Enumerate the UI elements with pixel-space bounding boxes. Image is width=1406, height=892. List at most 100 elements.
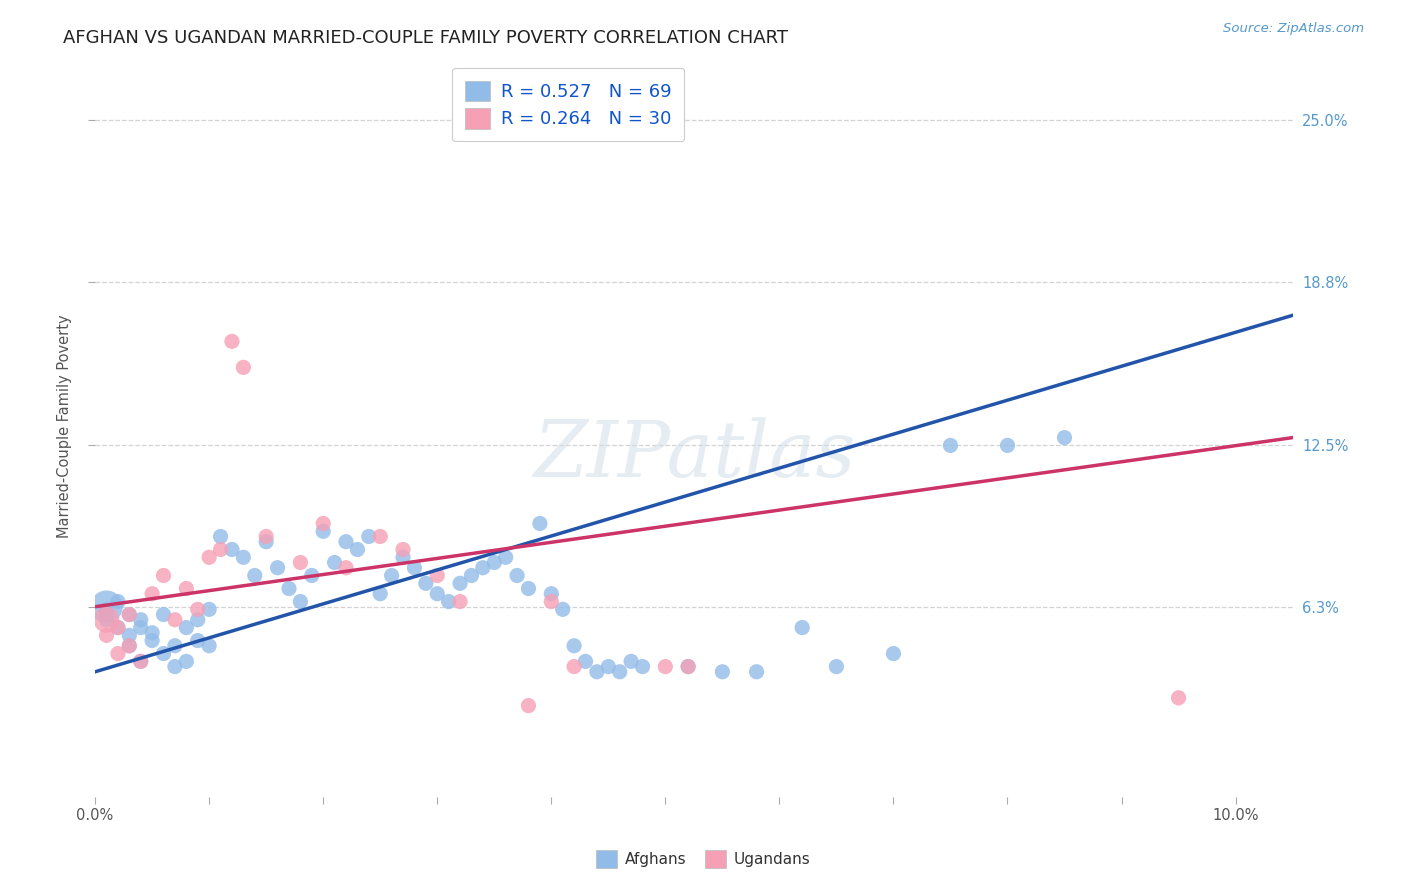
Legend: Afghans, Ugandans: Afghans, Ugandans [589,844,817,873]
Point [129,654,152,668]
Point [118,639,141,653]
Point [176,654,198,668]
Point [540,594,562,608]
Point [357,529,380,543]
Point [107,621,129,635]
Point [152,607,174,622]
Point [163,639,186,653]
Point [152,647,174,661]
Text: ZIPatlas: ZIPatlas [533,417,855,494]
Point [176,582,198,596]
Point [290,594,312,608]
Point [107,594,129,608]
Point [129,621,152,635]
Point [392,550,415,565]
Point [484,556,506,570]
Point [163,659,186,673]
Text: AFGHAN VS UGANDAN MARRIED-COUPLE FAMILY POVERTY CORRELATION CHART: AFGHAN VS UGANDAN MARRIED-COUPLE FAMILY … [63,29,789,46]
Point [96,613,118,627]
Point [118,607,141,622]
Point [426,587,449,601]
Point [676,659,699,673]
Point [243,568,266,582]
Point [415,576,437,591]
Point [426,568,449,582]
Point [141,625,163,640]
Point [129,654,152,668]
Point [96,602,118,616]
Point [323,556,346,570]
Point [997,438,1019,452]
Point [654,659,676,673]
Point [335,534,357,549]
Point [586,665,609,679]
Point [620,654,643,668]
Point [551,602,574,616]
Point [471,560,494,574]
Point [631,659,654,673]
Point [129,613,152,627]
Point [745,665,768,679]
Point [381,568,404,582]
Point [301,568,323,582]
Point [163,613,186,627]
Point [187,613,209,627]
Point [232,360,254,375]
Point [676,659,699,673]
Point [232,550,254,565]
Point [368,587,391,601]
Point [107,621,129,635]
Point [278,582,301,596]
Point [368,529,391,543]
Point [221,542,243,557]
Point [96,628,118,642]
Point [392,542,415,557]
Point [1053,431,1076,445]
Point [198,639,221,653]
Point [609,665,631,679]
Point [118,628,141,642]
Point [437,594,460,608]
Point [1167,690,1189,705]
Point [460,568,482,582]
Point [882,647,904,661]
Point [449,594,471,608]
Point [96,599,118,614]
Point [290,556,312,570]
Point [506,568,529,582]
Point [118,639,141,653]
Point [176,621,198,635]
Point [495,550,517,565]
Point [574,654,596,668]
Point [404,560,426,574]
Point [540,587,562,601]
Point [107,647,129,661]
Point [198,602,221,616]
Text: Source: ZipAtlas.com: Source: ZipAtlas.com [1223,22,1364,36]
Point [346,542,368,557]
Point [449,576,471,591]
Point [152,568,174,582]
Point [312,524,335,539]
Point [939,438,962,452]
Y-axis label: Married-Couple Family Poverty: Married-Couple Family Poverty [58,314,72,538]
Point [562,639,585,653]
Point [141,633,163,648]
Point [254,534,277,549]
Point [792,621,814,635]
Point [562,659,585,673]
Point [209,529,232,543]
Point [517,698,540,713]
Point [825,659,848,673]
Point [529,516,551,531]
Point [209,542,232,557]
Point [118,607,141,622]
Point [187,602,209,616]
Legend: R = 0.527   N = 69, R = 0.264   N = 30: R = 0.527 N = 69, R = 0.264 N = 30 [453,68,685,141]
Point [335,560,357,574]
Point [517,582,540,596]
Point [711,665,734,679]
Point [187,633,209,648]
Point [221,334,243,349]
Point [141,587,163,601]
